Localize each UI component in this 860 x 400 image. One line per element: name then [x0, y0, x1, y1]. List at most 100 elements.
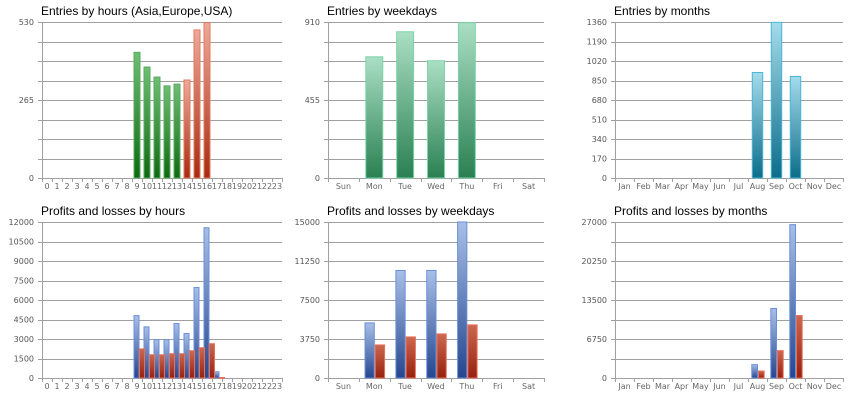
x-tick-label: 5	[94, 182, 99, 191]
x-tick-label: Jan	[617, 382, 630, 391]
chart-title: Entries by weekdays	[327, 4, 437, 18]
y-tick-label: 12000	[9, 218, 34, 227]
bar-entries-Sep	[770, 21, 783, 179]
y-tick-label: 27000	[582, 218, 607, 227]
x-tick-label: 15	[192, 182, 202, 191]
x-tick-label: Oct	[789, 382, 803, 391]
bar-losses-14	[189, 350, 195, 379]
x-tick-label: 8	[124, 182, 129, 191]
x-tick-label: 9	[134, 382, 139, 391]
x-tick-label: 9	[134, 182, 139, 191]
x-tick-label: 21	[252, 382, 262, 391]
bar-losses-12	[169, 353, 175, 379]
bar-losses-Thu	[467, 324, 478, 379]
chart-entries-hours: Entries by hours (Asia,Europe,USA) 0 265 53…	[19, 4, 283, 191]
x-tick-label: Sat	[522, 382, 535, 391]
bar-profits-Aug	[751, 364, 758, 379]
x-tick-label: 4	[84, 182, 89, 191]
y-tick-label: 530	[19, 18, 34, 27]
x-tick-label: 11	[152, 182, 162, 191]
y-tick-label: 7500	[14, 277, 34, 286]
x-tick-label: Mon	[366, 382, 383, 391]
x-tick-label: May	[692, 382, 709, 391]
bar-losses-Wed	[436, 333, 447, 379]
y-tick-label: 680	[592, 96, 607, 105]
chart-title: Profits and losses by hours	[41, 204, 185, 218]
x-tick-label: Sep	[769, 182, 784, 191]
chart-title: Entries by months	[614, 4, 710, 18]
y-tick-label: 455	[305, 96, 320, 105]
y-tick-label: 7500	[300, 296, 320, 305]
bar-profits-Oct	[789, 224, 796, 379]
x-tick-label: 22	[262, 182, 272, 191]
bar-losses-Oct	[796, 315, 803, 379]
y-tick-label: 13500	[582, 296, 607, 305]
x-tick-label: 1	[54, 182, 59, 191]
y-tick-label: 6000	[14, 296, 34, 305]
y-tick-label: 1360	[587, 18, 607, 27]
chart-title: Profits and losses by months	[614, 204, 767, 218]
bar-losses-Sep	[777, 350, 784, 379]
y-tick-label: 20250	[582, 257, 607, 266]
x-tick-label: 8	[124, 382, 129, 391]
bar-losses-17	[219, 376, 225, 379]
x-tick-label: Tue	[397, 182, 412, 191]
bar-entries-Wed	[427, 60, 445, 179]
x-tick-label: 13	[172, 182, 182, 191]
chart-pl-hours: Profits and losses by hours 0 1500 3000 4500…	[9, 204, 283, 391]
x-tick-label: Aug	[750, 382, 766, 391]
bar-profits-Tue	[395, 269, 406, 379]
bar-profits-Mon	[364, 322, 375, 379]
x-tick-label: 13	[172, 382, 182, 391]
y-tick-label: 1190	[587, 38, 607, 47]
x-tick-label: Oct	[789, 182, 803, 191]
y-tick-label: 510	[592, 116, 607, 125]
x-tick-label: 23	[272, 382, 282, 391]
x-tick-label: 2	[64, 382, 69, 391]
x-tick-label: 20	[242, 382, 252, 391]
x-tick-label: Mar	[655, 182, 671, 191]
x-tick-label: 5	[94, 382, 99, 391]
x-tick-label: Mon	[366, 182, 383, 191]
x-tick-label: Apr	[675, 182, 690, 191]
bar-profits-16	[203, 227, 210, 379]
x-tick-label: Feb	[636, 382, 650, 391]
chart-entries-weekdays: Entries by weekdays 0 455 910 Sun Mon Tue Wed Th…	[305, 4, 545, 191]
x-tick-label: 22	[262, 382, 272, 391]
x-tick-label: Sun	[336, 182, 351, 191]
bar-losses-10	[149, 354, 155, 379]
chart-title: Entries by hours (Asia,Europe,USA)	[41, 4, 232, 18]
bar-profits-9	[133, 315, 140, 379]
bar-entries-Thu	[457, 22, 476, 179]
x-tick-label: 10	[142, 182, 152, 191]
x-tick-label: Sat	[522, 182, 535, 191]
y-tick-label: 10500	[9, 238, 34, 247]
y-tick-label: 910	[305, 18, 320, 27]
bar-entries-14	[183, 79, 191, 179]
y-tick-label: 340	[592, 135, 607, 144]
x-tick-label: Tue	[397, 382, 412, 391]
x-tick-label: 0	[44, 382, 49, 391]
bar-entries-9	[133, 51, 141, 179]
y-tick-label: 6750	[587, 335, 607, 344]
y-tick-label: 0	[602, 374, 607, 383]
x-tick-label: Nov	[807, 382, 823, 391]
x-tick-label: 21	[252, 182, 262, 191]
x-tick-label: May	[692, 182, 709, 191]
y-tick-label: 0	[29, 174, 34, 183]
bar-entries-Aug	[751, 71, 764, 179]
y-tick-label: 265	[19, 96, 34, 105]
x-tick-label: Thu	[458, 382, 474, 391]
x-tick-label: Sun	[336, 382, 351, 391]
chart-entries-months: Entries by months 0 170 340 510 680 850 1020 119…	[587, 4, 844, 191]
y-tick-label: 0	[29, 374, 34, 383]
bar-entries-11	[153, 76, 161, 179]
x-tick-label: Mar	[655, 382, 671, 391]
bar-entries-15	[193, 29, 201, 179]
x-tick-label: 18	[222, 382, 232, 391]
x-tick-label: 14	[182, 182, 192, 191]
y-tick-label: 3750	[300, 335, 320, 344]
x-tick-label: Sep	[769, 382, 784, 391]
x-tick-label: 12	[162, 182, 172, 191]
